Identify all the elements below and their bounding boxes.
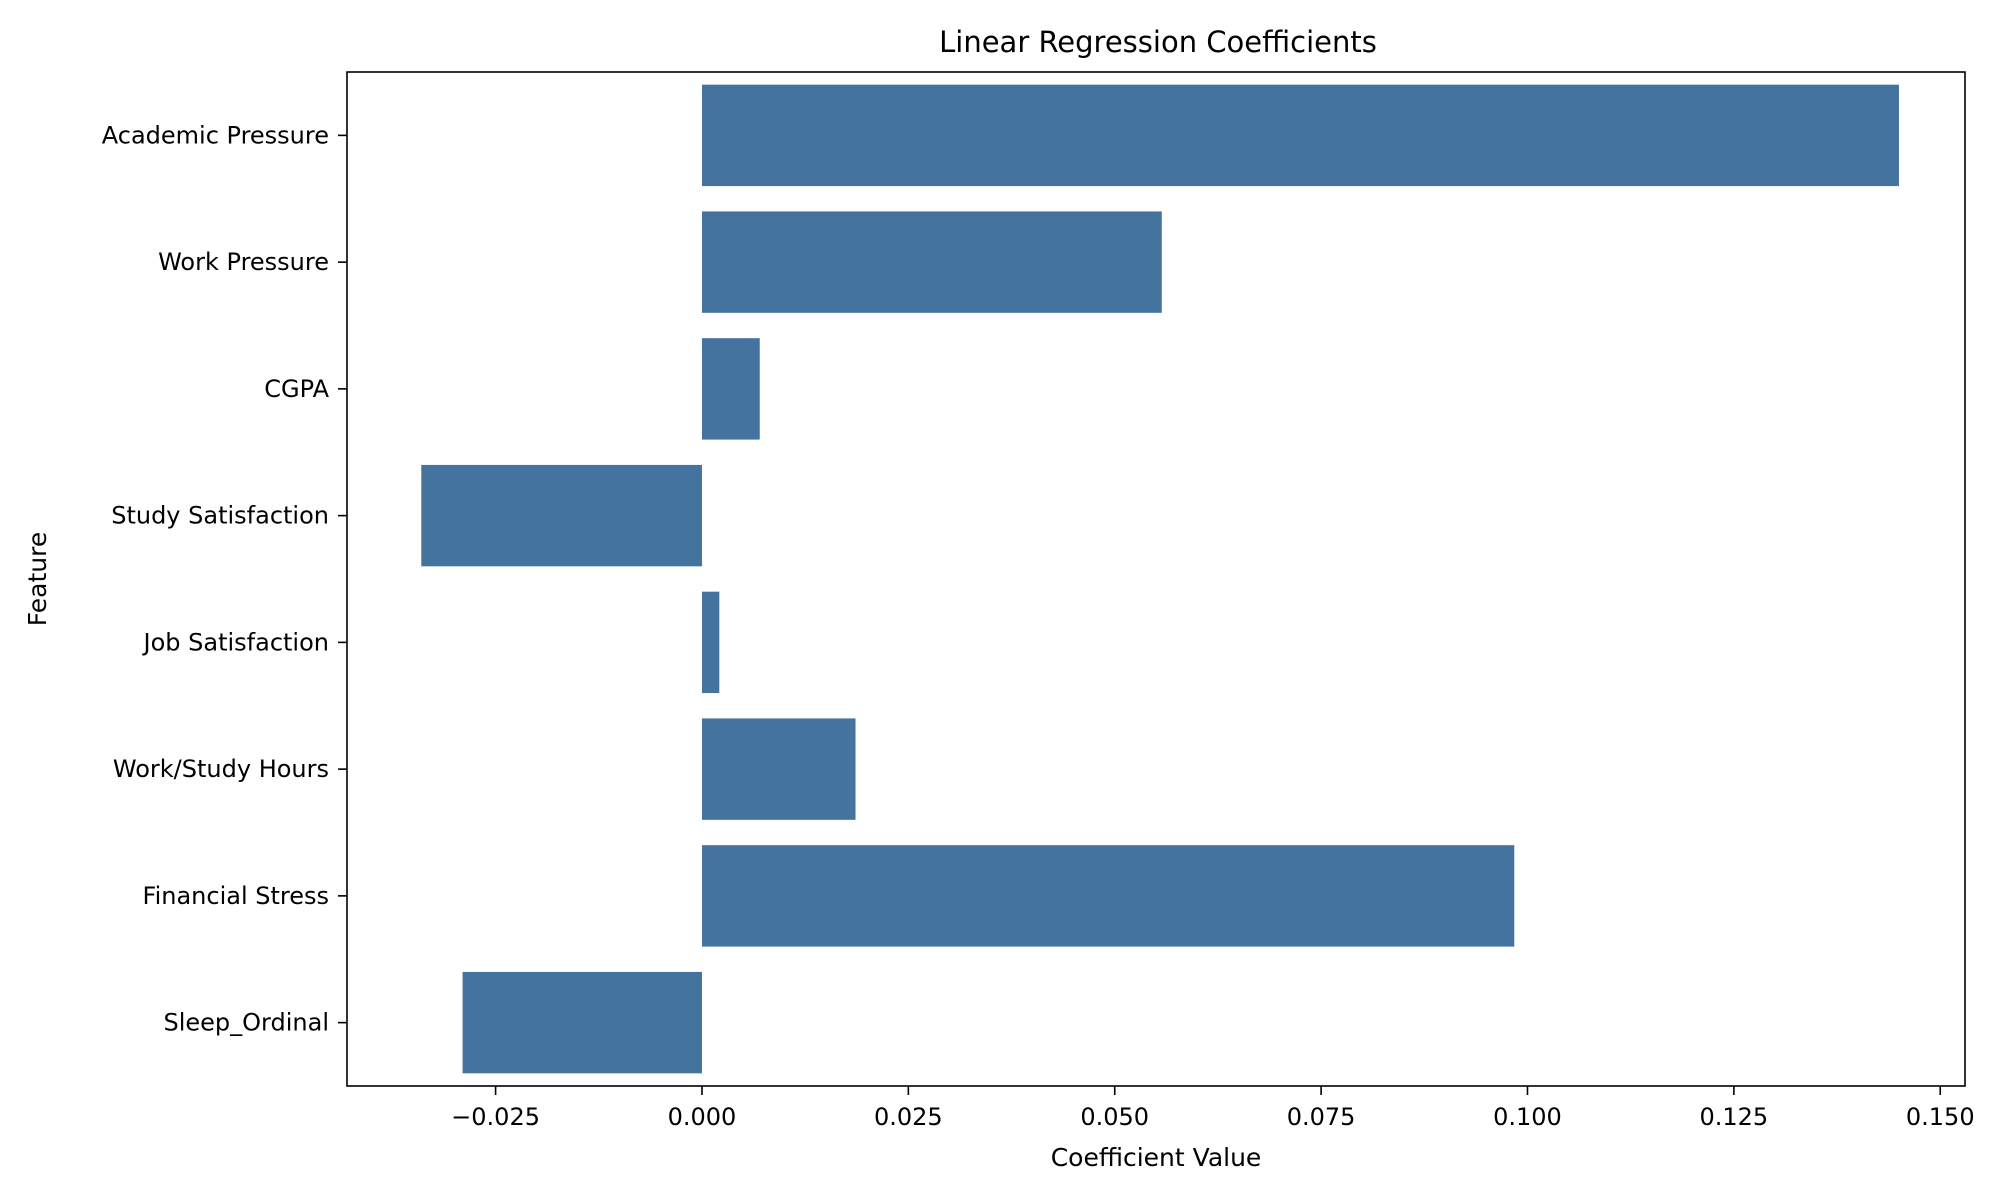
chart-title: Linear Regression Coefficients [939,25,1377,59]
bar-sleep-ordinal [462,971,702,1074]
bar-work-pressure [701,211,1162,313]
x-tick-label: 0.150 [1906,1103,1975,1131]
bar-work-study-hours [701,718,856,820]
x-tick-label: 0.025 [874,1103,943,1131]
x-tick-label: 0.050 [1080,1103,1149,1131]
y-axis-label: Feature [23,532,52,626]
x-tick-label: 0.100 [1493,1103,1562,1131]
plot-frame [346,71,1966,1087]
x-tick-label: 0.075 [1287,1103,1356,1131]
y-tick-label-study-satisfaction: Study Satisfaction [111,502,329,530]
x-tick-label: −0.025 [451,1103,540,1131]
y-tick-label-work-pressure: Work Pressure [158,248,329,276]
y-tick-label-work-study-hours: Work/Study Hours [113,755,329,783]
bar-cgpa [701,338,760,440]
y-tick-label-cgpa: CGPA [264,375,329,403]
y-axis: Academic Pressure Work Pressure CGPA Study … [102,121,347,1037]
bars-group [421,84,1899,1074]
bar-job-satisfaction [701,591,720,694]
y-tick-label-sleep-ordinal: Sleep_Ordinal [164,1009,330,1037]
y-tick-label-job-satisfaction: Job Satisfaction [142,628,329,656]
x-tick-label: 0.000 [668,1103,737,1131]
x-axis: −0.025 0.000 0.025 0.050 0.075 0.100 0.125 0.15… [451,1086,1975,1131]
x-tick-label: 0.125 [1699,1103,1768,1131]
x-axis-label: Coefficient Value [1051,1143,1262,1172]
y-tick-label-academic-pressure: Academic Pressure [102,121,329,149]
bar-financial-stress [701,845,1515,947]
y-tick-label-financial-stress: Financial Stress [143,882,329,910]
bar-academic-pressure [701,84,1899,187]
bar-study-satisfaction [421,464,702,567]
